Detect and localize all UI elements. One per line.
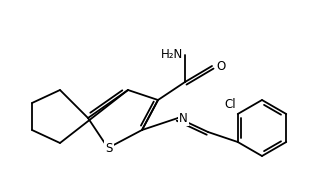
- Text: O: O: [216, 60, 225, 72]
- Text: N: N: [179, 112, 188, 124]
- Text: S: S: [105, 141, 113, 155]
- Text: H₂N: H₂N: [161, 48, 183, 60]
- Text: Cl: Cl: [224, 98, 236, 111]
